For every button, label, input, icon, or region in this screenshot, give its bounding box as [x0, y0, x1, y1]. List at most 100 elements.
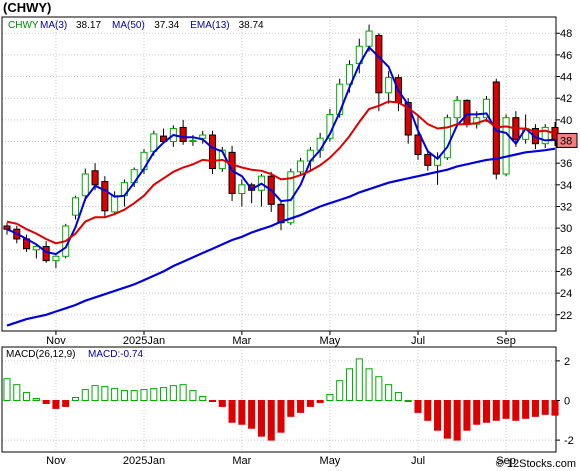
- legend-symbol: CHWY: [8, 20, 39, 31]
- candle-up: [81, 173, 89, 197]
- macd-legend-label: MACD(26,12,9): [6, 349, 75, 360]
- candle-up: [32, 246, 40, 251]
- macd-time-tick-label: 2025Jan: [123, 455, 165, 467]
- macd-bar-positive: [336, 380, 344, 401]
- candle-down: [91, 170, 99, 186]
- chart-title: (CHWY): [3, 0, 52, 15]
- macd-bar-negative: [62, 399, 70, 407]
- macd-bar-negative: [551, 399, 559, 416]
- macd-bar-negative: [541, 399, 549, 415]
- macd-bar-positive: [81, 389, 89, 401]
- candle-up: [71, 197, 80, 216]
- macd-bar-positive: [71, 397, 80, 401]
- time-tick-label: May: [320, 335, 341, 347]
- time-tick-label: Jul: [411, 335, 425, 347]
- candle-up: [473, 117, 481, 125]
- macd-bar-positive: [130, 390, 138, 401]
- macd-time-tick-label: Mar: [232, 455, 251, 467]
- macd-bar-negative: [443, 399, 451, 439]
- price-tick-label: 48: [560, 28, 572, 40]
- candle-down: [208, 134, 217, 170]
- macd-bar-negative: [248, 399, 256, 429]
- candle-up: [443, 117, 451, 159]
- candle-up: [365, 30, 373, 47]
- macd-bar-positive: [326, 394, 334, 401]
- macd-bar-positive: [169, 385, 177, 401]
- macd-bar-positive: [3, 378, 11, 401]
- macd-bar-negative: [492, 399, 500, 421]
- candle-up: [541, 126, 549, 145]
- candle-up: [385, 77, 393, 94]
- macd-bar-negative: [257, 399, 265, 437]
- candle-down: [179, 126, 187, 143]
- candle-up: [287, 171, 295, 224]
- ma50-line: [6, 147, 556, 327]
- macd-bar-negative: [52, 399, 60, 409]
- price-tick-label: 30: [560, 223, 572, 235]
- legend-ma50-label: MA(50): [112, 20, 145, 31]
- macd-bar-positive: [394, 392, 402, 401]
- last-price-tag-label: 38: [560, 135, 572, 147]
- macd-bar-negative: [482, 399, 491, 423]
- candle-up: [297, 160, 305, 173]
- macd-bar-negative: [208, 399, 217, 402]
- ma3-line: [6, 45, 556, 256]
- candle-down: [3, 225, 11, 230]
- price-tick-label: 32: [560, 201, 572, 213]
- macd-bar-negative: [287, 399, 295, 417]
- macd-bar-positive: [150, 388, 158, 401]
- price-tick-label: 46: [560, 50, 572, 62]
- macd-bar-negative: [297, 399, 305, 413]
- macd-bar-positive: [365, 368, 373, 401]
- candle-down: [375, 34, 383, 94]
- candle-up: [238, 184, 246, 194]
- watermark: © 12Stocks.com: [495, 458, 576, 470]
- candle-up: [52, 255, 60, 262]
- macd-bar-negative: [316, 399, 324, 403]
- candle-down: [101, 181, 109, 212]
- candle-down: [424, 154, 432, 166]
- macd-legend-value: MACD:-0.74: [88, 349, 143, 360]
- candle-up: [150, 133, 158, 152]
- time-tick-label: Nov: [46, 335, 66, 347]
- macd-bar-negative: [267, 399, 275, 441]
- macd-bar-negative: [473, 399, 481, 425]
- legend-ema13-value: 38.74: [239, 20, 264, 31]
- macd-tick-label: 2: [564, 356, 570, 368]
- candle-up: [189, 139, 197, 143]
- price-tick-label: 28: [560, 245, 572, 257]
- macd-time-tick-label: May: [320, 455, 341, 467]
- legend-ma3-value: 38.17: [76, 20, 101, 31]
- time-tick-label: 2025Jan: [123, 335, 165, 347]
- price-tick-label: 34: [560, 180, 572, 192]
- macd-bar-negative: [306, 399, 314, 407]
- price-tick-label: 42: [560, 93, 572, 105]
- macd-bar-positive: [189, 390, 197, 401]
- legend-ma50-value: 37.34: [154, 20, 179, 31]
- macd-bar-negative: [502, 399, 510, 419]
- price-tick-label: 26: [560, 266, 572, 278]
- macd-bar-negative: [512, 399, 520, 421]
- ema13-line: [6, 100, 556, 245]
- price-tick-label: 22: [560, 310, 572, 322]
- candle-down: [42, 246, 50, 262]
- macd-bar-positive: [111, 388, 119, 401]
- legend-ema13-label: EMA(13): [190, 20, 229, 31]
- macd-bar-positive: [355, 358, 363, 401]
- macd-bar-negative: [531, 399, 539, 417]
- macd-tick-label: -2: [564, 435, 574, 447]
- time-tick-label: Mar: [232, 335, 251, 347]
- macd-bar-negative: [238, 399, 246, 425]
- candle-up: [482, 98, 491, 119]
- legend-ma3-label: MA(3): [40, 20, 67, 31]
- candle-down: [463, 99, 471, 125]
- macd-bar-positive: [199, 396, 207, 401]
- macd-time-tick-label: Nov: [46, 455, 66, 467]
- macd-bar-positive: [179, 384, 187, 401]
- macd-time-tick-label: Jul: [411, 455, 425, 467]
- macd-bar-negative: [463, 399, 471, 431]
- macd-bar-positive: [345, 368, 354, 401]
- last-price-tag: [556, 132, 578, 148]
- macd-bar-positive: [91, 385, 99, 401]
